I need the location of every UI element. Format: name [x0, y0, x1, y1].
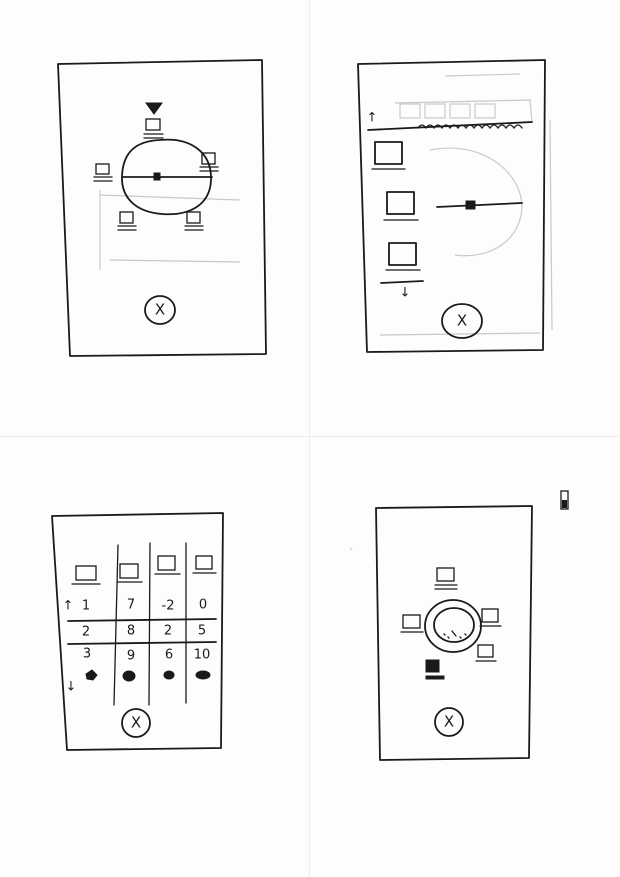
sketch-2-phone-frame	[357, 59, 546, 353]
sketch-3-scroll-down-arrow[interactable]: ↓	[65, 679, 77, 695]
sketch-4-seat-top[interactable]	[434, 567, 458, 590]
sketch-3-seat-header[interactable]	[71, 565, 101, 585]
sketch-1-table-center-marker	[153, 172, 161, 181]
sketch-4-occupied-seat-icon	[425, 659, 440, 673]
paper-fold-horizontal	[0, 436, 620, 437]
sketch-3-phone	[51, 512, 224, 751]
sketch-3-seat-header[interactable]	[116, 563, 143, 583]
sketch-1-round-table	[121, 138, 213, 216]
sketch-2-table-center-marker	[465, 200, 476, 210]
sketch-2-seat-item[interactable]	[385, 242, 421, 271]
sketch-3-grid-cell: 8	[126, 623, 136, 639]
sketch-4-table	[424, 599, 482, 653]
sketch-3-grid-cell: 10	[193, 647, 211, 663]
sketch-3-grid-cell: 2	[163, 623, 173, 639]
sketch-3-seat-header[interactable]	[154, 555, 181, 575]
sketch-1-active-seat-indicator-icon	[145, 102, 163, 115]
sketch-4-table-inner	[433, 607, 475, 643]
sketch-3-grid-cell: 3	[82, 646, 92, 662]
paper-pen-mark	[560, 490, 569, 510]
sketch-2-seat-item[interactable]	[371, 141, 406, 170]
sketch-3-close-button-outline	[121, 708, 151, 738]
sketch-4-seat-left[interactable]	[400, 614, 424, 633]
sketch-3-seat-header[interactable]	[192, 555, 217, 574]
paper-fold-vertical	[309, 0, 310, 877]
sketch-2-phone	[357, 59, 553, 353]
sketch-2-seat-list[interactable]	[367, 121, 533, 284]
sketch-3-phone-frame	[51, 512, 224, 751]
sketch-3-token-icon	[122, 670, 136, 682]
sketch-2-seat-item[interactable]	[383, 191, 419, 221]
sketch-1-seat-right[interactable]	[199, 152, 219, 172]
sketch-3-token-icon	[163, 670, 175, 680]
sketch-1-phone	[57, 59, 267, 357]
sketch-3-grid-cell: 6	[164, 647, 174, 663]
sketch-2-table	[436, 200, 523, 210]
sketch-1-seat-top[interactable]	[143, 118, 164, 139]
sketch-4-seat-bottom-right[interactable]	[475, 644, 497, 662]
sketch-2-scroll-down-arrow[interactable]: ↓	[399, 285, 411, 301]
sketch-2-scroll-up-arrow[interactable]: ↑	[366, 110, 378, 126]
sketch-4-seat-occupied[interactable]	[425, 659, 445, 680]
sketch-3-grid-cell: 0	[198, 597, 208, 613]
sketch-1-seat-bottom-left[interactable]	[117, 211, 137, 231]
sketch-3-grid-divider	[67, 618, 217, 622]
sketch-1-close-button[interactable]: X	[154, 300, 166, 319]
sketch-3-grid-cell: 5	[197, 623, 207, 639]
sketch-1-seat-bottom-right[interactable]	[184, 211, 204, 231]
sketch-4-close-button[interactable]: X	[443, 712, 455, 731]
sketch-3-grid-cell: 7	[126, 597, 136, 613]
sketch-3-grid-cell: 2	[81, 624, 91, 640]
sketch-3-column-headers	[71, 542, 217, 706]
sketch-1-close-button-outline	[144, 295, 176, 325]
sketch-4-phone	[349, 505, 533, 761]
sketch-1-phone-frame	[57, 59, 267, 357]
sketch-4-phone-frame	[375, 505, 533, 761]
sketch-3-grid-cell: 9	[126, 648, 136, 664]
sketch-1-seat-left[interactable]	[93, 163, 113, 182]
sketch-1-table-circle	[121, 138, 212, 216]
sketch-4-seat-right[interactable]	[479, 608, 502, 627]
sketch-3-token-icon	[85, 669, 98, 681]
sketch-3-close-button[interactable]: X	[130, 713, 142, 732]
sketch-3-grid-cell: 1	[81, 598, 91, 614]
sketch-3-scroll-up-arrow[interactable]: ↑	[62, 598, 74, 614]
sketch-3-token-icon	[195, 670, 211, 680]
sketch-3-grid-divider	[67, 641, 217, 645]
sketch-2-close-button[interactable]: X	[456, 311, 468, 330]
sketch-2-close-button-outline	[441, 303, 483, 339]
sketch-4-close-button-outline	[434, 707, 464, 737]
sketch-3-grid-cell: -2	[161, 598, 175, 614]
